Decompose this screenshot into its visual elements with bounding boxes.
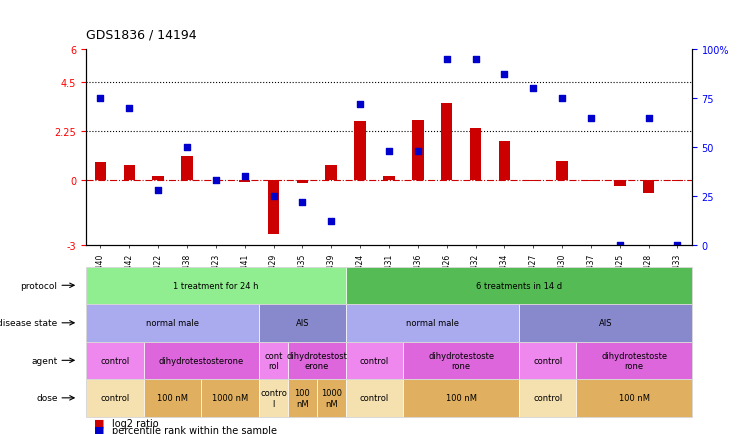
Text: dihydrotestoste
rone: dihydrotestoste rone (428, 351, 494, 370)
Bar (153, 177, 164, 180)
Bar (672, 180, 683, 181)
Text: AIS: AIS (295, 319, 309, 328)
Text: contro
l: contro l (260, 388, 287, 408)
Text: dihydrotestost
erone: dihydrotestost erone (286, 351, 347, 370)
Text: normal male: normal male (405, 319, 459, 328)
Text: 100 nM: 100 nM (619, 394, 650, 402)
Text: control: control (533, 356, 562, 365)
Point (325, 218, 337, 225)
Point (181, 144, 193, 151)
Point (210, 177, 222, 184)
Bar (441, 104, 453, 180)
Point (527, 85, 539, 92)
Bar (95, 163, 106, 180)
Bar (499, 142, 510, 180)
Point (498, 72, 510, 79)
Text: control: control (360, 394, 389, 402)
Point (296, 199, 308, 206)
Text: agent: agent (31, 356, 58, 365)
Text: dihydrotestoste
rone: dihydrotestoste rone (601, 351, 667, 370)
Text: ■: ■ (94, 418, 104, 428)
Point (470, 56, 482, 63)
Text: control: control (533, 394, 562, 402)
Text: disease state: disease state (0, 319, 58, 328)
Text: 100
nM: 100 nM (295, 388, 310, 408)
Point (441, 56, 453, 63)
Bar (268, 180, 279, 234)
Text: control: control (100, 356, 129, 365)
Bar (297, 180, 308, 183)
Point (94, 95, 106, 102)
Point (643, 115, 654, 122)
Text: cont
rol: cont rol (264, 351, 283, 370)
Text: log2 ratio: log2 ratio (112, 418, 159, 428)
Text: normal male: normal male (146, 319, 199, 328)
Bar (470, 129, 481, 180)
Bar (412, 120, 423, 180)
Text: 1 treatment for 24 h: 1 treatment for 24 h (173, 281, 259, 290)
Point (239, 173, 251, 181)
Text: dihydrotestosterone: dihydrotestosterone (159, 356, 244, 365)
Point (383, 148, 395, 155)
Text: protocol: protocol (21, 281, 58, 290)
Text: ■: ■ (94, 425, 104, 434)
Point (614, 242, 626, 249)
Text: control: control (100, 394, 129, 402)
Bar (355, 122, 366, 180)
Bar (123, 166, 135, 180)
Text: GDS1836 / 14194: GDS1836 / 14194 (86, 28, 197, 41)
Bar (557, 161, 568, 180)
Bar (239, 180, 251, 183)
Bar (614, 180, 625, 186)
Text: 1000 nM: 1000 nM (212, 394, 248, 402)
Text: 100 nM: 100 nM (446, 394, 476, 402)
Point (268, 193, 280, 200)
Point (556, 95, 568, 102)
Text: dose: dose (36, 394, 58, 402)
Point (585, 115, 597, 122)
Point (354, 101, 366, 108)
Bar (585, 180, 597, 181)
Text: 100 nM: 100 nM (157, 394, 188, 402)
Text: percentile rank within the sample: percentile rank within the sample (112, 425, 278, 434)
Bar (181, 156, 193, 180)
Point (672, 242, 684, 249)
Point (152, 187, 164, 194)
Bar (527, 180, 539, 181)
Point (412, 148, 424, 155)
Text: 6 treatments in 14 d: 6 treatments in 14 d (476, 281, 562, 290)
Bar (383, 176, 395, 180)
Text: control: control (360, 356, 389, 365)
Text: AIS: AIS (598, 319, 612, 328)
Bar (325, 166, 337, 180)
Text: 1000
nM: 1000 nM (321, 388, 342, 408)
Bar (643, 180, 654, 193)
Point (123, 105, 135, 112)
